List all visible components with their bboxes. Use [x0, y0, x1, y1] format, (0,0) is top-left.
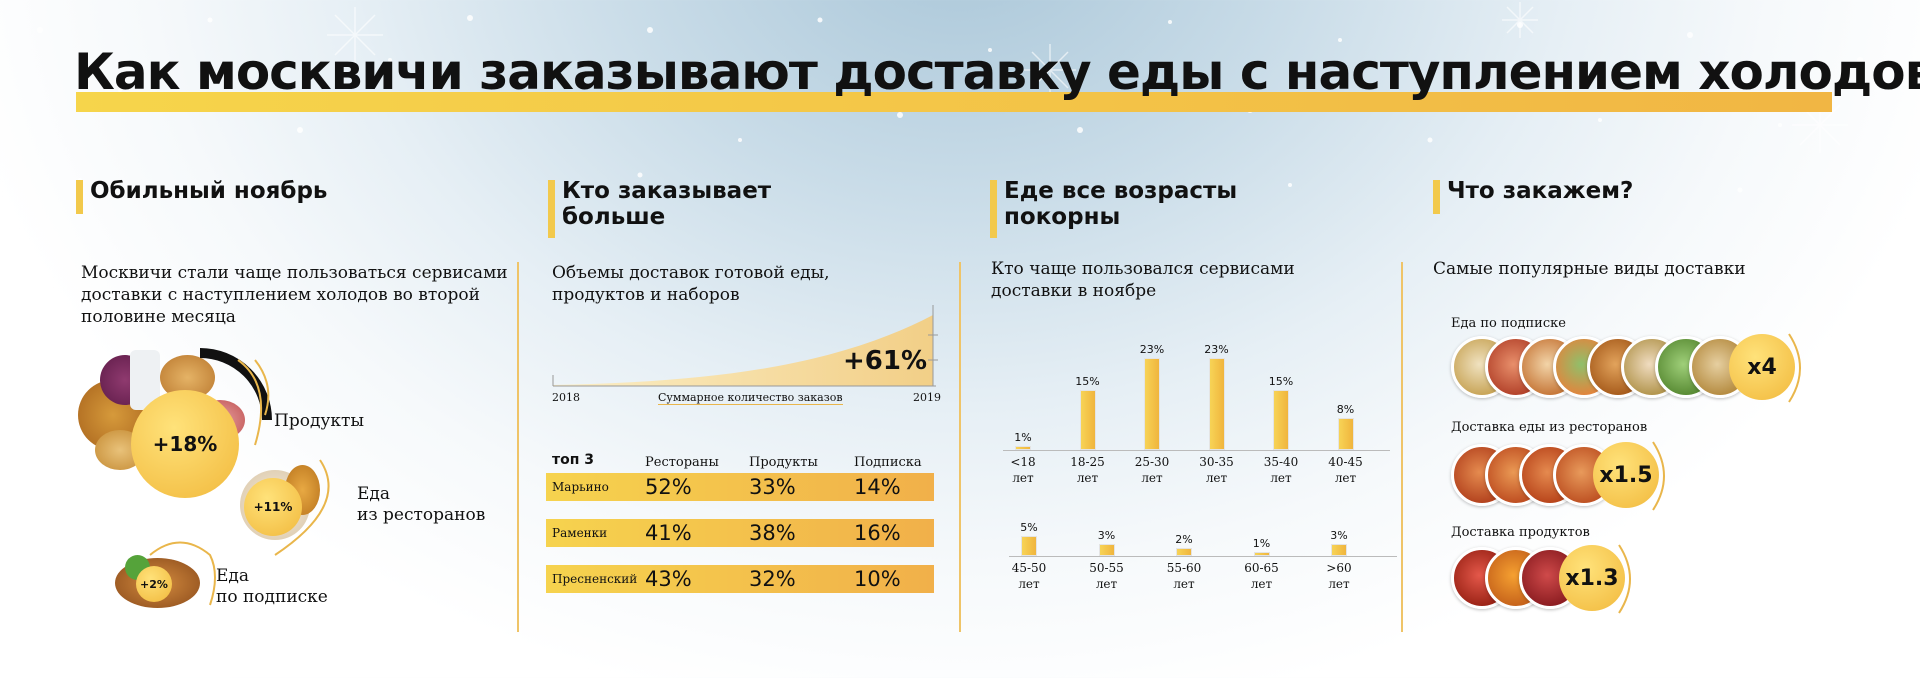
snow-background [37, 2, 1902, 193]
axis-caption: Суммарное количество заказов [658, 391, 843, 405]
title-underline [76, 92, 1832, 112]
growth-multiplier-badge: x1.5 [1593, 442, 1659, 508]
delivery-type-label: Доставка продуктов [1451, 525, 1590, 540]
age-bar-value-label: 2% [1175, 533, 1193, 546]
growth-multiplier-badge: x1.3 [1559, 545, 1625, 611]
section-who-orders-more: Кто заказывает больше [548, 178, 771, 238]
age-bar-value-label: 3% [1097, 529, 1116, 542]
age-bar-value-label: 3% [1330, 529, 1348, 542]
chart-baseline [1003, 450, 1390, 451]
age-bar-value-label: 15% [1268, 375, 1294, 388]
age-bar [1331, 544, 1347, 556]
age-bar-value-label: 1% [1252, 537, 1271, 550]
delivery-type-label: Доставка еды из ресторанов [1451, 420, 1648, 435]
subscription-arc [149, 541, 216, 606]
column-divider [959, 262, 961, 632]
table-column-header: Продукты [749, 455, 818, 470]
section-what-to-order: Что закажем? [1433, 178, 1633, 214]
age-bar [1021, 536, 1037, 556]
age-bar [1273, 390, 1289, 450]
badge-arc [1652, 441, 1665, 511]
age-group-label: 55-60 лет [1166, 561, 1202, 591]
age-bar [1176, 548, 1192, 556]
section-heading: Обильный ноябрь [76, 178, 327, 214]
growth-value: +61% [843, 346, 928, 376]
table-row: Раменки 41% 38% 16% [546, 519, 934, 547]
age-group-label: 18-25 лет [1070, 455, 1105, 485]
section-title: Обильный ноябрь [90, 178, 328, 204]
age-bar [1208, 358, 1225, 450]
groceries-arc [237, 359, 263, 446]
age-bar-value-label: 23% [1139, 343, 1165, 356]
growth-area-chart [552, 305, 938, 387]
age-bar-value-label: 5% [1020, 521, 1038, 534]
groceries-ring [199, 348, 272, 421]
section-description: Москвичи стали чаще пользоваться сервиса… [81, 263, 508, 327]
table-row: Марьино 52% 33% 14% [546, 473, 934, 501]
badge-arc [1618, 544, 1631, 614]
section-title: Что закажем? [1447, 178, 1634, 204]
age-group-label: 45-50 лет [1011, 561, 1047, 591]
section-description: Самые популярные виды доставки [1433, 259, 1746, 279]
restaurant-arc [274, 459, 330, 556]
year-end: 2019 [913, 391, 941, 404]
restaurant-label: Еда из ресторанов [357, 484, 486, 525]
table-column-header: Рестораны [645, 455, 719, 470]
age-bar [1144, 358, 1160, 450]
column-divider [517, 262, 519, 632]
section-description: Объемы доставок готовой еды, продуктов и… [552, 263, 830, 305]
growth-multiplier-badge: x4 [1729, 334, 1795, 400]
groceries-growth-badge: +18% [131, 390, 239, 498]
table-row: Пресненский 43% 32% 10% [546, 565, 934, 593]
age-bar [1079, 390, 1096, 450]
age-group-label: 60-65 лет [1244, 561, 1279, 591]
age-bar [1098, 544, 1115, 556]
section-title: Кто заказывает больше [562, 178, 772, 230]
subscription-label: Еда по подписке [216, 566, 328, 607]
age-group-label: <18 лет [1010, 455, 1036, 485]
age-group-label: 35-40 лет [1263, 455, 1299, 485]
subscription-growth-badge: +2% [136, 566, 172, 602]
age-bar-value-label: 15% [1075, 375, 1100, 388]
delivery-type-label: Еда по подписке [1451, 316, 1566, 331]
age-bar [1253, 552, 1270, 556]
table-column-header: Подписка [854, 455, 922, 470]
age-bar-value-label: 23% [1204, 343, 1229, 356]
groceries-label: Продукты [274, 411, 364, 431]
column-divider [1401, 262, 1403, 632]
age-group-label: 50-55 лет [1089, 561, 1124, 591]
section-description: Кто чаще пользовался сервисами доставки … [991, 259, 1295, 301]
age-group-label: 30-35 лет [1199, 455, 1234, 485]
section-all-ages: Еде все возрасты покорны [990, 178, 1237, 238]
restaurant-growth-badge: +11% [244, 478, 302, 536]
badge-arc [1788, 333, 1801, 403]
age-bar-value-label: 1% [1014, 431, 1032, 444]
age-group-label: 40-45 лет [1328, 455, 1363, 485]
page-header: Как москвичи заказывают доставку еды с н… [74, 42, 1920, 112]
section-abundant-november: Обильный ноябрь [76, 178, 327, 214]
age-bar [1337, 418, 1354, 450]
age-bar-value-label: 8% [1336, 403, 1355, 416]
page-title: Как москвичи заказывают доставку еды с н… [74, 43, 1920, 101]
section-title: Еде все возрасты покорны [1004, 178, 1238, 230]
age-bar [1015, 446, 1031, 450]
table-title: топ 3 [552, 452, 595, 468]
age-group-label: >60 лет [1326, 561, 1352, 591]
year-start: 2018 [552, 391, 580, 404]
chart-baseline [1009, 556, 1397, 557]
age-group-label: 25-30 лет [1134, 455, 1170, 485]
